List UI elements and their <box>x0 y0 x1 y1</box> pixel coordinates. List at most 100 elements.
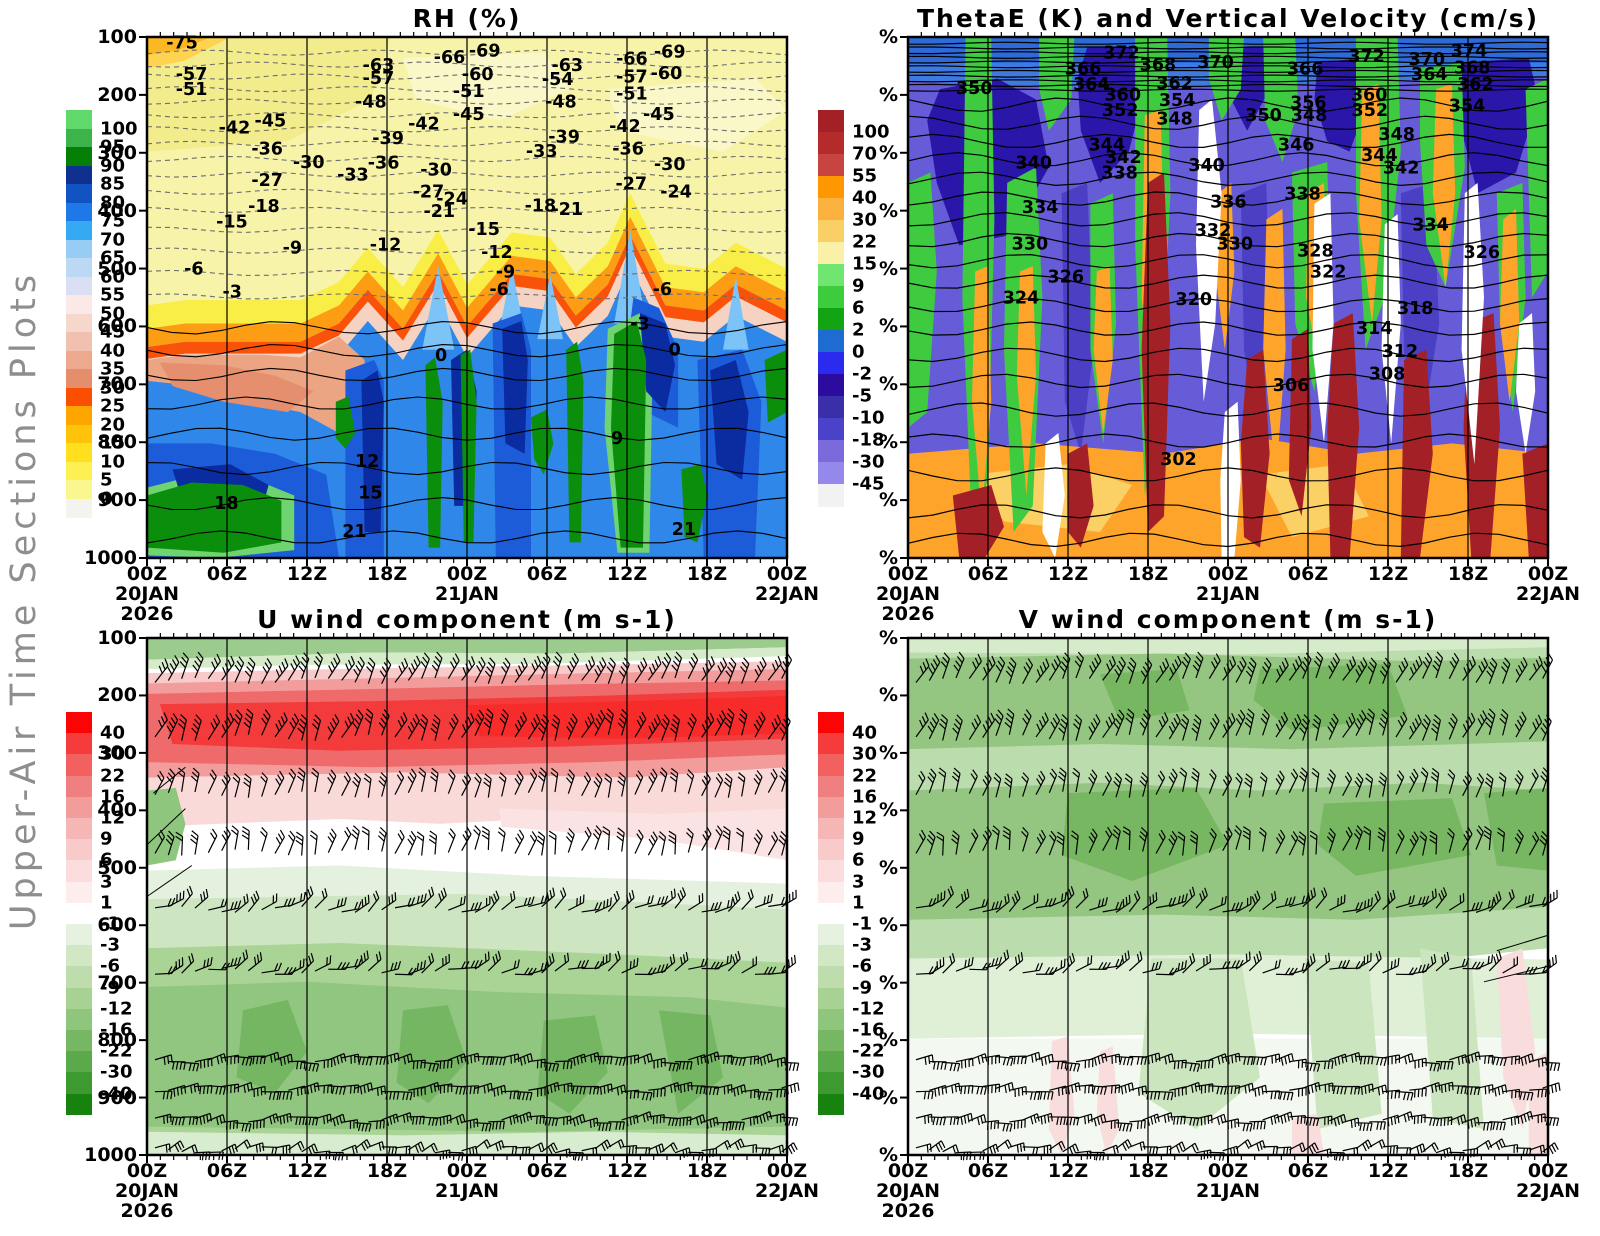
svg-text:328: 328 <box>1297 242 1334 262</box>
svg-text:-9: -9 <box>283 239 302 259</box>
x-tick-label: 12Z <box>1367 563 1409 585</box>
x-tick-label: 00Z <box>446 1160 488 1182</box>
y-tick-label: % <box>878 431 898 454</box>
y-tick-label: % <box>878 914 898 937</box>
svg-text:-66: -66 <box>434 48 466 68</box>
svg-text:362: 362 <box>1156 74 1193 94</box>
colorbar-block <box>66 276 92 296</box>
svg-text:12: 12 <box>355 452 379 472</box>
colorbar-label: -5 <box>852 385 872 407</box>
colorbar-block <box>818 198 844 221</box>
svg-text:318: 318 <box>1397 299 1434 319</box>
svg-text:356: 356 <box>1290 94 1327 114</box>
colorbar-label: -1 <box>852 913 872 935</box>
colorbar-block <box>66 332 92 351</box>
colorbar-block <box>818 818 844 840</box>
svg-text:-3: -3 <box>630 315 649 335</box>
colorbar-block <box>66 480 92 499</box>
svg-text:324: 324 <box>1003 289 1040 309</box>
x-tick-label: 06Z <box>526 563 568 585</box>
panel-title-vwind: V wind component (m s-1) <box>1018 605 1438 634</box>
y-tick-label: 200 <box>97 83 137 106</box>
colorbar-label: 40 <box>852 187 878 209</box>
colorbar-label: -3 <box>100 934 120 956</box>
colorbar-label: 16 <box>100 786 126 808</box>
x-tick-label: 12Z <box>606 1160 648 1182</box>
colorbar-block <box>66 966 92 989</box>
x-tick-label: 06Z <box>1287 1160 1329 1182</box>
panel-thetae: 350 366 364 372 360 352 368 362 354 348 370 366 356 3… <box>818 26 1580 624</box>
colorbar-label: 70 <box>852 143 878 165</box>
y-tick-label: % <box>878 627 898 649</box>
colorbar-label: 100 <box>852 121 890 143</box>
colorbar-label: 10 <box>100 451 126 472</box>
colorbar-label: -30 <box>852 451 885 473</box>
svg-text:312: 312 <box>1382 342 1419 362</box>
svg-text:326: 326 <box>1464 243 1501 263</box>
colorbar-block <box>818 775 844 798</box>
svg-text:9: 9 <box>611 429 623 449</box>
colorbar-label: 85 <box>100 173 126 195</box>
colorbar-block <box>66 945 92 967</box>
colorbar-block <box>66 258 92 277</box>
plot-canvas <box>139 633 800 1163</box>
svg-text:336: 336 <box>1210 193 1247 213</box>
svg-text:-75: -75 <box>166 33 198 53</box>
colorbar-block <box>66 754 92 777</box>
colorbar-label: -16 <box>100 1019 133 1041</box>
colorbar-label: -16 <box>852 1019 885 1041</box>
colorbar-label: 3 <box>100 871 113 893</box>
svg-text:-51: -51 <box>453 82 485 102</box>
svg-text:370: 370 <box>1197 53 1234 73</box>
svg-text:-12: -12 <box>370 235 402 255</box>
y-tick-label: 700 <box>97 373 137 396</box>
y-tick-label: % <box>878 971 898 994</box>
x-year-label: 2026 <box>120 1200 174 1222</box>
colorbar-block <box>818 308 844 331</box>
colorbar-label: -40 <box>852 1083 885 1105</box>
colorbar-block <box>66 165 92 185</box>
colorbar-label: 70 <box>100 229 126 250</box>
y-tick-label: 400 <box>97 199 137 222</box>
colorbar-block <box>818 110 844 133</box>
y-tick-label: 300 <box>97 741 137 764</box>
svg-text:-57: -57 <box>176 65 208 85</box>
colorbar-label: 22 <box>100 765 126 787</box>
svg-text:21: 21 <box>342 522 366 542</box>
y-tick-label: 600 <box>97 914 137 937</box>
colorbar-label: 15 <box>100 432 126 454</box>
x-tick-label: 00Z <box>126 563 168 585</box>
svg-text:-3: -3 <box>223 282 242 302</box>
x-tick-label: 00Z <box>1207 1160 1249 1182</box>
svg-text:15: 15 <box>358 483 382 503</box>
colorbar-label: -30 <box>100 1061 133 1083</box>
x-date-label: 20JAN <box>875 583 941 605</box>
x-date-label: 20JAN <box>875 1180 941 1202</box>
colorbar-block <box>818 264 844 287</box>
svg-text:-63: -63 <box>551 56 583 76</box>
svg-text:354: 354 <box>1449 96 1486 116</box>
x-tick-label: 18Z <box>366 1160 408 1182</box>
x-tick-label: 06Z <box>967 1160 1009 1182</box>
svg-text:-30: -30 <box>654 155 686 175</box>
colorbar-label: 40 <box>100 340 126 361</box>
plot-canvas: -75-57-51-42 -45-36-30-27-18-15-9-6-3-63-… <box>139 32 789 566</box>
svg-text:308: 308 <box>1369 365 1406 385</box>
colorbar-label: -10 <box>852 407 885 429</box>
x-tick-label: 18Z <box>1127 563 1169 585</box>
colorbar-label: 45 <box>100 321 126 343</box>
x-tick-label: 06Z <box>967 563 1009 585</box>
colorbar-label: -1 <box>100 913 120 935</box>
colorbar-block <box>66 295 92 314</box>
colorbar-label: 1 <box>852 892 865 914</box>
y-tick-label: 100 <box>97 26 137 48</box>
y-tick-label: 900 <box>97 1086 137 1109</box>
svg-text:348: 348 <box>1291 106 1328 126</box>
x-tick-label: 18Z <box>1447 563 1489 585</box>
colorbar-block <box>818 330 844 353</box>
colorbar-block <box>818 966 844 989</box>
svg-text:21: 21 <box>672 520 696 540</box>
x-tick-label: 00Z <box>766 1160 808 1182</box>
colorbar-label: 1 <box>100 892 113 914</box>
